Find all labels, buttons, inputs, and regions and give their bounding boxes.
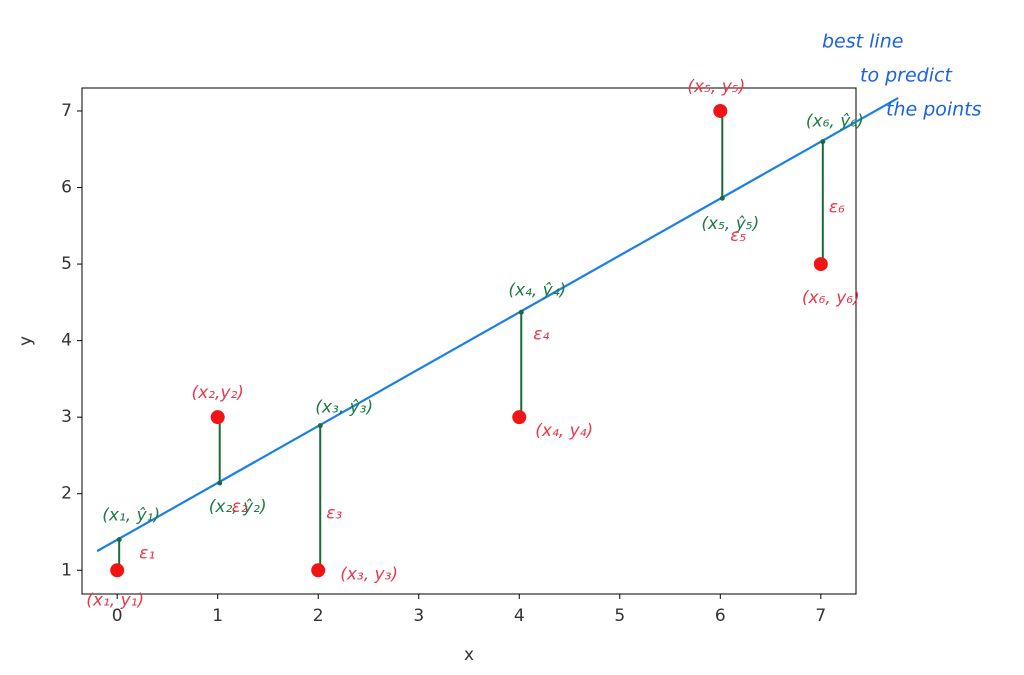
x-tick-label: 6	[715, 606, 726, 626]
x-tick-label: 1	[212, 606, 223, 626]
point	[210, 410, 225, 425]
point-label: (x₆, y₆)	[802, 288, 860, 308]
y-tick-label: 6	[61, 178, 72, 198]
y-tick-label: 2	[61, 484, 72, 504]
y-tick-label: 7	[61, 101, 72, 121]
fitted-point	[518, 309, 524, 315]
note: to predict	[860, 65, 953, 87]
fitted-point	[217, 480, 223, 486]
y-tick-label: 5	[61, 254, 72, 274]
note: the points	[886, 99, 982, 121]
fitted-point	[116, 537, 122, 543]
x-axis-label: x	[464, 645, 474, 665]
x-tick-label: 7	[815, 606, 826, 626]
fitted-point	[317, 423, 323, 429]
x-tick-label: 5	[614, 606, 625, 626]
fit-label: (x₆, ŷ₆)	[806, 112, 864, 132]
y-tick-label: 1	[61, 560, 72, 580]
fit-label: (x₅, ŷ₅)	[701, 214, 759, 234]
x-tick-label: 2	[313, 606, 324, 626]
y-tick-label: 4	[61, 331, 72, 351]
note: best line	[822, 31, 903, 53]
x-tick-label: 0	[112, 606, 123, 626]
residual-label: ε₂	[232, 497, 248, 517]
residual-label: ε₄	[533, 324, 549, 344]
y-tick-label: 3	[61, 407, 72, 427]
residual-label: ε₅	[730, 226, 746, 246]
residual-label: ε₆	[829, 198, 845, 218]
y-axis-label: y	[16, 336, 36, 346]
point	[813, 257, 828, 272]
point-label: (x₄, y₄)	[535, 421, 593, 441]
fit-line	[96, 96, 899, 553]
point-label: (x₅, y₅)	[687, 77, 745, 97]
point	[110, 563, 125, 578]
fit-label: (x₁, ŷ₁)	[102, 506, 160, 526]
residual-label: ε₁	[139, 544, 155, 564]
point	[713, 103, 728, 118]
fit-label: (x₄, ŷ₄)	[508, 280, 566, 300]
point-label: (x₃, y₃)	[340, 564, 398, 584]
point-label: (x₂,y₂)	[191, 383, 243, 403]
fit-label: (x₃, ŷ₃)	[315, 398, 373, 418]
fitted-point	[820, 139, 826, 145]
x-tick-label: 3	[413, 606, 424, 626]
point	[512, 410, 527, 425]
fitted-point	[719, 195, 725, 201]
point-label: (x₁, y₁)	[86, 590, 144, 610]
fit-label: (x₂, ŷ₂)	[209, 497, 267, 517]
x-tick-label: 4	[514, 606, 525, 626]
point	[311, 563, 326, 578]
residual-label: ε₃	[326, 504, 342, 524]
